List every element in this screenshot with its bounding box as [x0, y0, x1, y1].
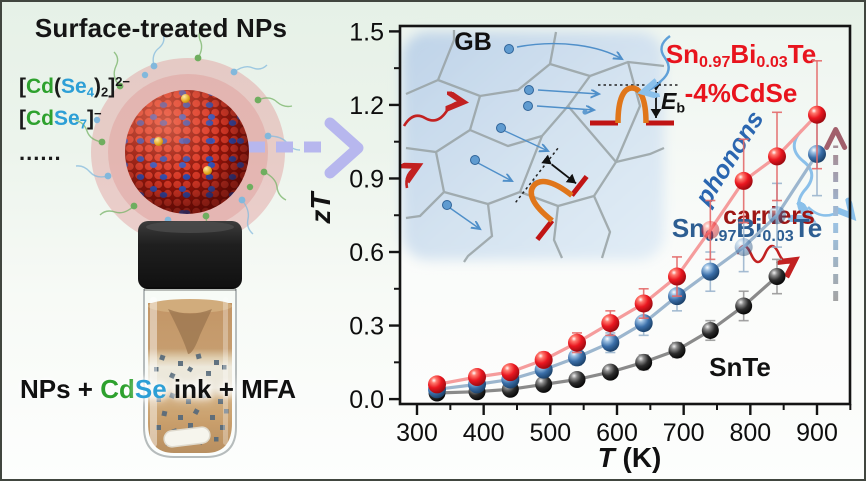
- precursor-formula-2: [CdSe7]−: [19, 106, 102, 132]
- legend-red-line2: -4%CdSe: [684, 78, 798, 109]
- electron-dot: [504, 44, 514, 54]
- precursor-formula-1: [Cd(Se4)2]2−: [19, 74, 131, 100]
- ink-label: NPs + CdSe ink + MFA: [19, 374, 296, 404]
- vortex: [168, 309, 212, 354]
- process-arrow: [248, 117, 364, 179]
- t-axis-label: T (K): [597, 442, 662, 473]
- ligand-dots: [93, 54, 272, 224]
- legend-red-line1: Sn0.97Bi0.03Te: [665, 39, 817, 72]
- vial-cap: [138, 221, 242, 289]
- series-label-snte: SnTe: [709, 352, 771, 382]
- ellipsis: ......: [19, 140, 62, 165]
- figure-title: Surface-treated NPs: [34, 13, 288, 43]
- legend-red: Sn0.97Bi0.03Te -4%CdSe: [632, 39, 850, 109]
- vial-illustration: [138, 221, 242, 458]
- zt-axis-label: zT: [305, 192, 336, 224]
- glass-body: [143, 289, 237, 458]
- stir-bar: [163, 426, 211, 448]
- inset-background: [402, 32, 664, 260]
- dopant-dot: [181, 94, 190, 103]
- dopant-dot: [154, 137, 163, 146]
- dopant-dot: [203, 166, 212, 175]
- ligand-squiggles: [74, 25, 301, 251]
- gb-label: GB: [454, 28, 492, 56]
- legend-blue: Sn0.97Bi0.03Te: [671, 213, 823, 246]
- nanoparticle-illustration: [125, 90, 249, 214]
